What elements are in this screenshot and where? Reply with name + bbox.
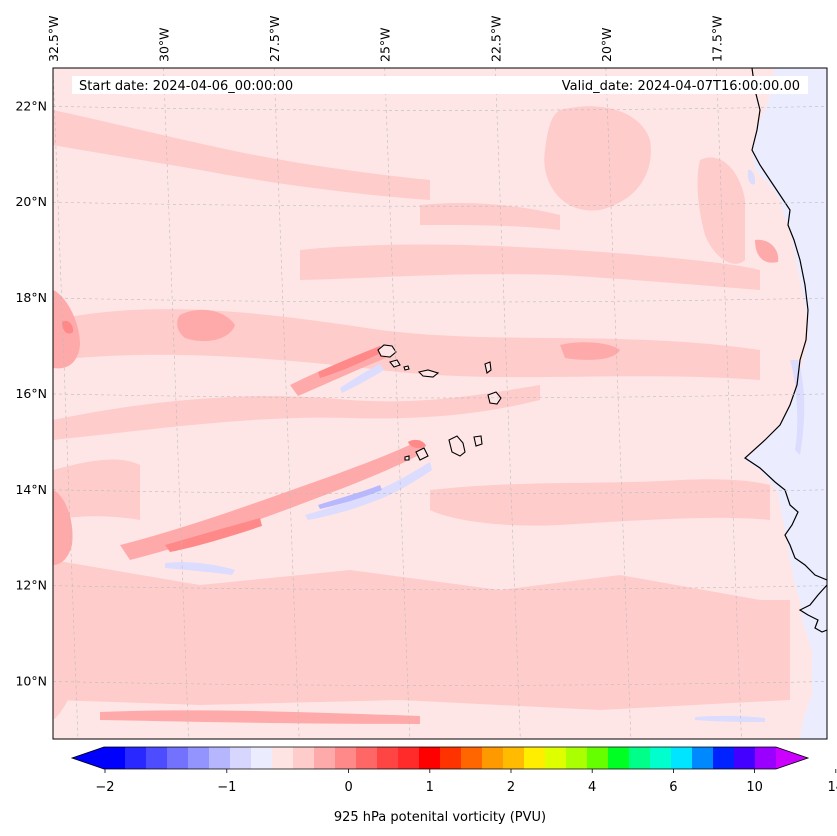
latitude-tick-label: 10°N xyxy=(15,673,47,688)
colorbar-segment xyxy=(230,747,252,769)
colorbar-segment xyxy=(524,747,546,769)
parallel-line xyxy=(53,106,827,111)
parallel-line xyxy=(53,681,827,686)
meridian-line xyxy=(494,68,521,739)
parallel-line xyxy=(53,585,827,590)
latitude-tick-label: 16°N xyxy=(15,386,47,401)
colorbar-segment xyxy=(587,747,609,769)
colorbar-segment xyxy=(440,747,462,769)
colorbar-segment xyxy=(713,747,735,769)
pv-negative-contours xyxy=(165,169,765,722)
colorbar-segment xyxy=(251,747,273,769)
colorbar-tick-label: 6 xyxy=(669,780,677,795)
colorbar-segment xyxy=(356,747,378,769)
latitude-tick-label: 12°N xyxy=(15,578,47,593)
colorbar-label: 925 hPa potenital vorticity (PVU) xyxy=(334,810,546,825)
start-date-label: Start date: 2024-04-06_00:00:00 xyxy=(79,79,293,94)
longitude-tick-label: 20°W xyxy=(599,27,614,62)
longitude-ticks: 32.5°W 30°W 27.5°W 25°W 22.5°W 20°W 17.5°W xyxy=(46,16,724,62)
latitude-tick-label: 22°N xyxy=(15,98,47,113)
colorbar-segment xyxy=(335,747,357,769)
colorbar-tick-label: 4 xyxy=(588,780,596,795)
latitude-tick-label: 18°N xyxy=(15,290,47,305)
colorbar-segment xyxy=(755,747,777,769)
colorbar-ticks: −2 −1 0 1 2 4 6 10 14 xyxy=(95,769,837,795)
colorbar-segment xyxy=(461,747,483,769)
colorbar-segment xyxy=(188,747,210,769)
cape-verde-islands xyxy=(377,344,502,461)
latitude-ticks: 22°N 20°N 18°N 16°N 14°N 12°N 10°N xyxy=(15,98,47,688)
meridian-line xyxy=(273,68,300,739)
colorbar-segment xyxy=(314,747,336,769)
colorbar-segment xyxy=(146,747,168,769)
colorbar-segment xyxy=(104,747,126,769)
latitude-tick-label: 20°N xyxy=(15,194,47,209)
meridian-line xyxy=(384,68,411,739)
pv-strong-contours xyxy=(62,320,426,552)
colorbar-segment xyxy=(209,747,231,769)
meridian-line xyxy=(53,68,79,739)
colorbar-tick-label: 1 xyxy=(426,780,434,795)
colorbar-segment xyxy=(293,747,315,769)
colorbar-outline xyxy=(70,746,810,770)
colorbar-segment xyxy=(692,747,714,769)
africa-land xyxy=(745,68,827,739)
coastline-south xyxy=(798,584,827,633)
colorbar-over-arrow xyxy=(776,747,808,769)
colorbar-segment xyxy=(272,747,294,769)
coastline xyxy=(744,68,827,581)
colorbar-tick-label: 2 xyxy=(507,780,515,795)
parallel-line xyxy=(53,297,827,303)
meridian-line xyxy=(163,68,189,739)
colorbar-tick-label: −2 xyxy=(95,780,114,795)
colorbar-segment xyxy=(734,747,756,769)
colorbar-segment xyxy=(650,747,672,769)
pv-negative-core xyxy=(318,485,382,509)
colorbar-segment xyxy=(377,747,399,769)
meridian-line xyxy=(716,68,742,739)
colorbar-segment xyxy=(608,747,630,769)
pv-field xyxy=(53,68,827,739)
valid-date-label: Valid_date: 2024-04-07T16:00:00.00 xyxy=(562,79,800,94)
parallel-line xyxy=(53,201,827,207)
longitude-tick-label: 27.5°W xyxy=(267,16,282,62)
colorbar-segment xyxy=(419,747,441,769)
colorbar-segment xyxy=(629,747,651,769)
colorbar-segment xyxy=(167,747,189,769)
colorbar-segment xyxy=(545,747,567,769)
colorbar-segment xyxy=(125,747,147,769)
meridian-line xyxy=(605,68,632,739)
colorbar-tick-label: 14 xyxy=(828,780,837,795)
colorbar-segment xyxy=(503,747,525,769)
longitude-tick-label: 30°W xyxy=(157,27,172,62)
latitude-tick-label: 14°N xyxy=(15,482,47,497)
longitude-tick-label: 17.5°W xyxy=(709,16,724,62)
longitude-tick-label: 22.5°W xyxy=(488,16,503,62)
parallel-line xyxy=(53,489,827,495)
graticule xyxy=(53,68,827,739)
colorbar-under-arrow xyxy=(72,747,104,769)
colorbar-segment xyxy=(398,747,420,769)
colorbar-segment xyxy=(482,747,504,769)
colorbar-segment xyxy=(671,747,693,769)
colorbar-tick-label: 0 xyxy=(344,780,352,795)
parallel-line xyxy=(53,393,827,399)
map-frame xyxy=(52,67,828,740)
colorbar xyxy=(70,746,810,770)
longitude-tick-label: 32.5°W xyxy=(46,16,61,62)
colorbar-segment xyxy=(566,747,588,769)
header-box xyxy=(72,76,808,94)
longitude-tick-label: 25°W xyxy=(378,27,393,62)
colorbar-tick-label: 10 xyxy=(746,780,763,795)
pv-coastal-negative xyxy=(790,360,805,455)
colorbar-tick-label: −1 xyxy=(217,780,236,795)
